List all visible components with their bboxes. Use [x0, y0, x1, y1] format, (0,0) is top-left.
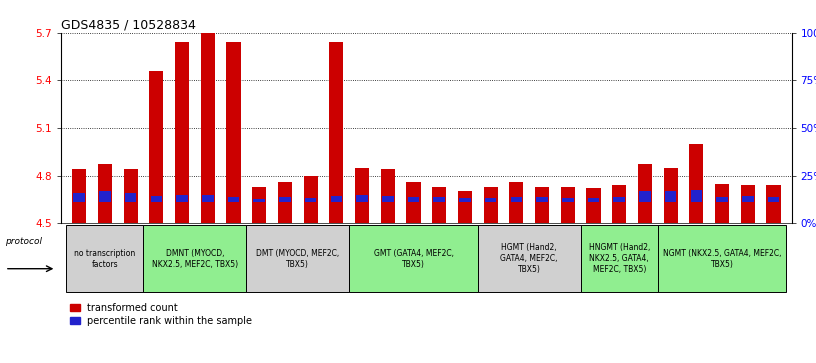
Bar — [175, 42, 189, 223]
Bar — [581, 225, 658, 292]
Bar — [349, 225, 478, 292]
Bar — [658, 225, 787, 292]
Bar — [715, 184, 730, 223]
Bar — [278, 182, 292, 223]
Text: DMT (MYOCD, MEF2C,
TBX5): DMT (MYOCD, MEF2C, TBX5) — [256, 249, 339, 269]
Bar — [125, 193, 136, 202]
Bar — [330, 196, 342, 202]
Bar — [151, 196, 162, 202]
Text: NGMT (NKX2.5, GATA4, MEF2C,
TBX5): NGMT (NKX2.5, GATA4, MEF2C, TBX5) — [663, 249, 782, 269]
Bar — [149, 71, 163, 223]
Bar — [99, 191, 111, 202]
Bar — [562, 197, 574, 202]
Bar — [536, 197, 548, 202]
Bar — [357, 195, 368, 202]
Bar — [742, 196, 754, 202]
Bar — [228, 197, 239, 202]
Bar — [176, 195, 188, 202]
Bar — [73, 193, 85, 202]
Bar — [485, 197, 496, 202]
Text: protocol: protocol — [5, 237, 42, 246]
Bar — [355, 168, 369, 223]
Bar — [202, 195, 214, 202]
Bar — [330, 42, 344, 223]
Bar — [587, 188, 601, 223]
Bar — [716, 197, 728, 202]
Bar — [305, 197, 317, 202]
Bar — [254, 199, 265, 202]
Bar — [406, 182, 420, 223]
Bar — [588, 198, 599, 202]
Text: HGMT (Hand2,
GATA4, MEF2C,
TBX5): HGMT (Hand2, GATA4, MEF2C, TBX5) — [500, 243, 558, 274]
Bar — [381, 169, 395, 223]
Bar — [226, 42, 241, 223]
Bar — [252, 187, 266, 223]
Bar — [766, 185, 781, 223]
Bar — [458, 192, 472, 223]
Bar — [144, 225, 246, 292]
Bar — [478, 225, 581, 292]
Bar — [741, 185, 755, 223]
Bar — [279, 197, 290, 202]
Bar — [72, 169, 86, 223]
Bar — [665, 191, 676, 202]
Text: DMNT (MYOCD,
NKX2.5, MEF2C, TBX5): DMNT (MYOCD, NKX2.5, MEF2C, TBX5) — [152, 249, 238, 269]
Bar — [433, 197, 445, 202]
Legend: transformed count, percentile rank within the sample: transformed count, percentile rank withi… — [66, 299, 256, 330]
Text: no transcription
factors: no transcription factors — [74, 249, 135, 269]
Bar — [535, 187, 549, 223]
Bar — [638, 164, 652, 223]
Bar — [304, 176, 317, 223]
Text: GMT (GATA4, MEF2C,
TBX5): GMT (GATA4, MEF2C, TBX5) — [374, 249, 454, 269]
Bar — [614, 197, 625, 202]
Bar — [509, 182, 523, 223]
Text: GDS4835 / 10528834: GDS4835 / 10528834 — [61, 19, 196, 32]
Text: HNGMT (Hand2,
NKX2.5, GATA4,
MEF2C, TBX5): HNGMT (Hand2, NKX2.5, GATA4, MEF2C, TBX5… — [588, 243, 650, 274]
Bar — [66, 225, 144, 292]
Bar — [690, 190, 702, 202]
Bar — [639, 191, 650, 202]
Bar — [201, 33, 215, 223]
Bar — [768, 197, 779, 202]
Bar — [459, 198, 471, 202]
Bar — [98, 164, 112, 223]
Bar — [123, 169, 138, 223]
Bar — [690, 144, 703, 223]
Bar — [408, 197, 419, 202]
Bar — [561, 187, 574, 223]
Bar — [612, 185, 627, 223]
Bar — [511, 197, 522, 202]
Bar — [432, 187, 446, 223]
Bar — [484, 187, 498, 223]
Bar — [246, 225, 349, 292]
Bar — [382, 196, 393, 202]
Bar — [663, 168, 678, 223]
